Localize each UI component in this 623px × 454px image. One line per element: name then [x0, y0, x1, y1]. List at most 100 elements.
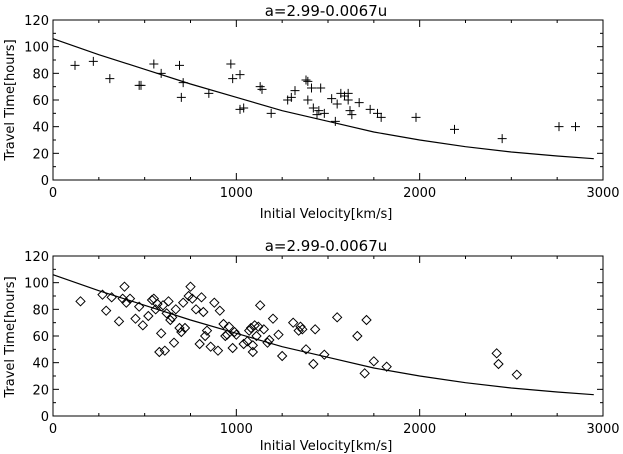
top-chart-marks: 0 20 40 60 80 100 120 0 1000 2000 3000	[24, 14, 619, 201]
bottom-data-point	[152, 298, 163, 310]
top-data-point	[345, 106, 355, 116]
bottom-data-point	[267, 313, 279, 324]
bottom-data-point	[331, 312, 343, 323]
bottom-data-point	[100, 305, 112, 316]
top-data-point	[156, 68, 166, 78]
bottom-data-point	[146, 294, 158, 306]
bottom-data-point	[159, 345, 171, 356]
bottom-data-point	[106, 292, 117, 303]
bottom-data-point	[198, 306, 209, 318]
bottom-data-point	[179, 322, 191, 334]
bottom-data-point	[148, 293, 160, 304]
bottom-data-point	[262, 337, 273, 348]
bottom-data-point	[293, 325, 304, 336]
bottom-data-point	[133, 301, 145, 312]
top-plot-frame	[52, 19, 604, 181]
bottom-data-point	[187, 293, 198, 304]
bottom-data-point	[185, 281, 196, 292]
top-data-point	[554, 122, 564, 132]
top-data-point	[178, 78, 188, 88]
top-data-point	[330, 116, 340, 126]
bottom-chart-marks: 0 20 40 60 80 100 120 0 1000 2000 3000	[24, 250, 619, 437]
bottom-data-point	[176, 326, 187, 338]
top-fit-curve	[52, 38, 594, 160]
bottom-x-tick-label: 0	[49, 422, 57, 437]
top-data-point	[314, 106, 324, 116]
bottom-y-tick-label: 80	[32, 303, 49, 318]
top-data-point	[332, 99, 342, 109]
bottom-data-point	[174, 322, 185, 334]
bottom-data-point	[273, 329, 284, 340]
bottom-data-point	[381, 361, 392, 372]
top-y-tick-label: 40	[32, 121, 49, 136]
bottom-data-point	[212, 345, 224, 356]
bottom-data-point	[231, 329, 242, 340]
bottom-data-point	[276, 350, 288, 362]
bottom-data-point	[229, 326, 240, 338]
bottom-data-point	[154, 346, 165, 358]
bottom-y-tick-label: 40	[32, 357, 49, 372]
bottom-data-point	[247, 346, 259, 358]
top-data-point	[228, 74, 238, 84]
bottom-x-tick-label: 2000	[403, 422, 436, 437]
top-data-point	[450, 124, 459, 134]
bottom-y-tick-label: 100	[24, 277, 49, 292]
bottom-data-point	[201, 325, 213, 336]
bottom-data-point	[177, 297, 189, 308]
top-x-tick-label: 1000	[220, 186, 253, 201]
bottom-x-tick-label: 3000	[586, 422, 619, 437]
top-data-point	[319, 108, 329, 118]
top-y-tick-label: 0	[41, 174, 49, 189]
top-data-point	[301, 75, 311, 85]
bottom-y-tick-label: 120	[24, 250, 49, 265]
top-y-tick-label: 20	[32, 147, 49, 162]
top-data-point	[411, 112, 421, 122]
top-data-point	[376, 112, 386, 122]
top-data-point	[239, 103, 249, 113]
bottom-plot-frame	[52, 255, 604, 417]
bottom-data-point	[168, 337, 180, 348]
top-data-point	[136, 80, 146, 90]
bottom-y-tick-label: 0	[41, 410, 49, 425]
bottom-data-point	[166, 312, 178, 323]
top-x-tick-label: 2000	[403, 186, 436, 201]
bottom-data-point	[124, 293, 136, 304]
bottom-data-point	[352, 330, 363, 342]
top-data-point	[571, 122, 580, 132]
bottom-data-point	[319, 349, 330, 360]
top-data-point	[303, 95, 313, 105]
bottom-data-point	[218, 318, 229, 330]
top-data-point	[308, 103, 318, 113]
top-y-tick-label: 120	[24, 14, 49, 29]
bottom-data-point	[309, 324, 321, 335]
bottom-data-point	[190, 304, 202, 315]
bottom-data-point	[196, 292, 207, 303]
bottom-data-point	[511, 369, 523, 380]
top-data-point	[327, 94, 337, 104]
top-data-point	[257, 84, 267, 94]
bottom-fit-curve	[52, 274, 594, 396]
top-data-point	[354, 98, 364, 108]
top-y-axis-title: Travel Time[hours]	[3, 39, 18, 161]
bottom-data-point	[264, 334, 275, 346]
bottom-y-tick-label: 60	[32, 330, 49, 345]
top-y-tick-label: 80	[32, 67, 49, 82]
bottom-data-point	[75, 296, 86, 307]
bottom-data-point	[243, 325, 255, 336]
bottom-data-point	[287, 317, 299, 328]
top-data-point	[373, 108, 382, 118]
bottom-data-point	[119, 281, 130, 292]
bottom-data-point	[155, 328, 167, 339]
bottom-data-point	[300, 344, 312, 355]
bottom-data-point	[227, 342, 238, 354]
bottom-data-point	[258, 324, 270, 335]
bottom-data-point	[368, 356, 380, 367]
bottom-data-point	[165, 314, 176, 326]
bottom-data-point	[170, 304, 182, 315]
top-data-point	[88, 56, 98, 66]
top-data-point	[149, 59, 159, 69]
bottom-data-point	[247, 340, 259, 351]
bottom-y-axis-title: Travel Time[hours]	[3, 276, 18, 398]
bottom-data-point	[242, 336, 253, 347]
